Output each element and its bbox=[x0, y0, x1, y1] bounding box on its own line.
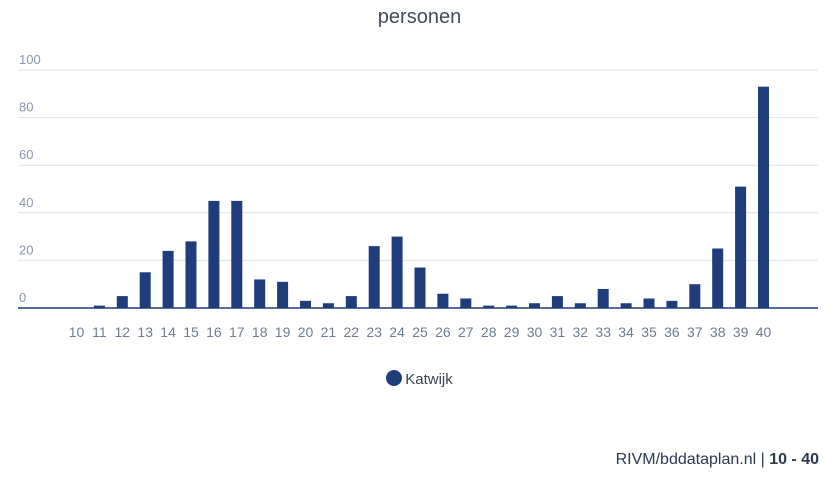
x-tick-label: 20 bbox=[298, 324, 314, 340]
bar[interactable] bbox=[506, 305, 518, 308]
y-axis-ticks: 0 20 40 60 80 100 bbox=[19, 52, 41, 305]
x-tick-label: 36 bbox=[664, 324, 680, 340]
x-tick-label: 40 bbox=[756, 324, 772, 340]
footer-separator: | bbox=[756, 451, 770, 468]
x-tick-label: 21 bbox=[321, 324, 337, 340]
bar[interactable] bbox=[414, 267, 426, 308]
bars bbox=[93, 86, 769, 309]
x-tick-label: 33 bbox=[595, 324, 611, 340]
bar[interactable] bbox=[689, 284, 701, 308]
y-tick-label: 0 bbox=[19, 290, 26, 305]
x-tick-label: 37 bbox=[687, 324, 703, 340]
legend-marker-icon bbox=[386, 370, 403, 386]
x-tick-label: 34 bbox=[618, 324, 634, 340]
bar[interactable] bbox=[322, 303, 334, 308]
bar[interactable] bbox=[643, 298, 655, 308]
bar[interactable] bbox=[437, 293, 449, 308]
bar[interactable] bbox=[391, 236, 403, 308]
bar[interactable] bbox=[368, 246, 380, 308]
bar[interactable] bbox=[93, 305, 105, 308]
x-tick-label: 22 bbox=[344, 324, 360, 340]
bar[interactable] bbox=[185, 241, 197, 308]
y-tick-label: 60 bbox=[19, 147, 33, 162]
bar[interactable] bbox=[254, 279, 266, 308]
bar[interactable] bbox=[529, 303, 540, 308]
x-tick-label: 10 bbox=[69, 324, 85, 340]
x-tick-label: 18 bbox=[252, 324, 268, 340]
x-tick-label: 39 bbox=[733, 324, 749, 340]
bar[interactable] bbox=[162, 250, 174, 308]
bar[interactable] bbox=[666, 300, 678, 308]
x-tick-label: 29 bbox=[504, 324, 520, 340]
bar[interactable] bbox=[460, 298, 472, 308]
x-tick-label: 27 bbox=[458, 324, 474, 340]
legend-label: Katwijk bbox=[405, 371, 453, 388]
bar[interactable] bbox=[345, 296, 357, 308]
x-tick-label: 38 bbox=[710, 324, 726, 340]
bar[interactable] bbox=[116, 296, 128, 308]
x-tick-label: 13 bbox=[137, 324, 153, 340]
chart-title: personen bbox=[377, 6, 462, 28]
bar[interactable] bbox=[712, 248, 724, 309]
footer-range: 10 - 40 bbox=[769, 451, 819, 468]
bar[interactable] bbox=[483, 305, 495, 308]
x-tick-label: 24 bbox=[389, 324, 405, 340]
x-tick-label: 26 bbox=[435, 324, 451, 340]
x-tick-label: 30 bbox=[527, 324, 543, 340]
bar[interactable] bbox=[735, 186, 747, 308]
bar[interactable] bbox=[758, 86, 769, 308]
bar[interactable] bbox=[574, 303, 586, 308]
bar[interactable] bbox=[231, 200, 243, 308]
bar[interactable] bbox=[620, 303, 632, 308]
footer-source: RIVM/bddataplan.nl bbox=[615, 451, 757, 468]
x-tick-label: 11 bbox=[92, 324, 107, 340]
x-tick-label: 19 bbox=[275, 324, 291, 340]
x-tick-label: 32 bbox=[573, 324, 589, 340]
x-axis-ticks: 10 11 12 13 14 15 16 17 18 19 20 21 22 23 24 25 26 27 28 29… bbox=[69, 324, 772, 340]
x-tick-label: 15 bbox=[183, 324, 199, 340]
bar[interactable] bbox=[300, 300, 311, 308]
x-tick-label: 28 bbox=[481, 324, 497, 340]
bar-chart: 0 20 40 60 80 100 10 11 12 13 14 15 16 17 18 19 20 21 22 2… bbox=[18, 52, 818, 340]
y-tick-label: 100 bbox=[19, 52, 41, 67]
y-tick-label: 40 bbox=[19, 195, 33, 210]
x-tick-label: 16 bbox=[206, 324, 222, 340]
bar[interactable] bbox=[551, 296, 563, 308]
y-tick-label: 80 bbox=[19, 100, 33, 115]
bar[interactable] bbox=[277, 281, 289, 308]
x-tick-label: 25 bbox=[412, 324, 428, 340]
x-tick-label: 23 bbox=[366, 324, 382, 340]
bar[interactable] bbox=[597, 288, 609, 308]
x-tick-label: 31 bbox=[550, 324, 566, 340]
x-tick-label: 17 bbox=[229, 324, 245, 340]
bar[interactable] bbox=[208, 200, 220, 308]
y-tick-label: 20 bbox=[19, 242, 33, 257]
x-tick-label: 35 bbox=[641, 324, 657, 340]
x-tick-label: 14 bbox=[160, 324, 176, 340]
bar[interactable] bbox=[139, 272, 151, 308]
legend[interactable]: Katwijk bbox=[0, 370, 839, 388]
x-tick-label: 12 bbox=[115, 324, 131, 340]
source-footer: RIVM/bddataplan.nl | 10 - 40 bbox=[616, 451, 819, 469]
